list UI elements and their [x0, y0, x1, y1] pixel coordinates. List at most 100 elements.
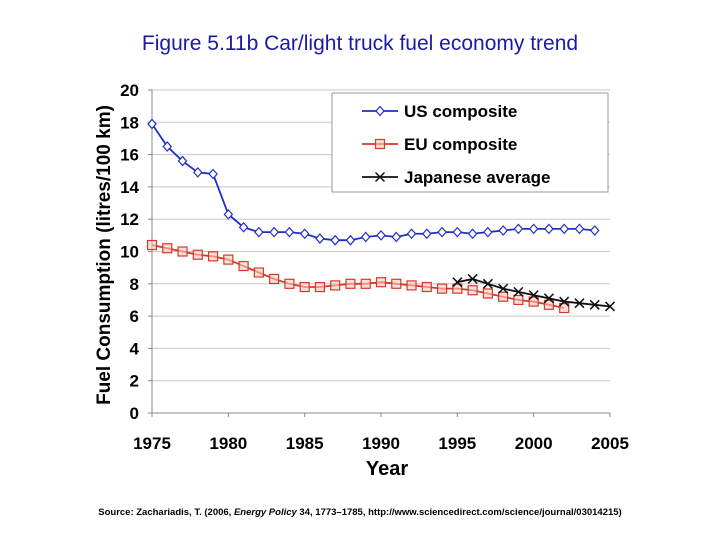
chart-title: Figure 5.11b Car/light truck fuel econom… [141, 32, 579, 55]
y-tick-label-0: 0 [130, 404, 139, 423]
point-eu-composite-1983 [269, 273, 280, 285]
point-eu-composite-2000 [528, 296, 539, 307]
point-japanese-average-2000 [528, 290, 539, 301]
x-tick-label-1990: 1990 [362, 434, 400, 453]
legend-item-us-composite: US composite [362, 102, 517, 121]
legend-swatch-marker [375, 105, 385, 117]
legend-label-japanese-average: Japanese average [404, 168, 551, 187]
point-eu-composite-1978 [192, 249, 203, 260]
y-tick-label-4: 4 [130, 339, 140, 358]
y-tick-label-18: 18 [120, 113, 139, 132]
axis-labels: Year Fuel Consumption (litres/100 km) [94, 105, 408, 480]
x-tick-label-1995: 1995 [438, 434, 476, 453]
point-us-composite-1991 [391, 231, 402, 243]
legend: US composite EU composite Japanese average [331, 92, 609, 193]
series-japanese-average [452, 273, 616, 312]
x-tick-label-1980: 1980 [209, 434, 247, 453]
legend-item-eu-composite: EU composite [362, 135, 517, 154]
point-eu-composite-1994 [436, 283, 448, 294]
point-japanese-average-2001 [543, 293, 554, 304]
source-text-post: 34, 1773–1785, http://www.sciencedirect.… [296, 507, 622, 518]
point-japanese-average-1998 [498, 283, 509, 294]
point-eu-composite-1990 [375, 277, 387, 288]
chart: 0 2 4 6 8 10 12 14 16 18 20 1975 1980 1985 1990 1995 200… [94, 81, 629, 480]
source-text-pre: Source: Zachariadis, T. (2006, [98, 507, 234, 518]
point-us-composite-2004 [589, 225, 600, 236]
y-tick-label-8: 8 [130, 275, 139, 294]
x-tick-label-2000: 2000 [515, 434, 553, 453]
point-japanese-average-1997 [482, 278, 493, 289]
point-eu-composite-1988 [345, 278, 356, 289]
point-eu-composite-1976 [162, 243, 173, 254]
point-us-composite-1996 [467, 228, 478, 240]
point-us-composite-1981 [238, 221, 249, 233]
point-eu-composite-1987 [330, 280, 341, 291]
point-eu-composite-1995 [452, 283, 463, 294]
point-eu-composite-1989 [360, 278, 371, 289]
axes: 0 2 4 6 8 10 12 14 16 18 20 1975 1980 1985 1990 1995 200… [120, 81, 629, 453]
point-us-composite-1985 [299, 228, 310, 240]
point-us-composite-1983 [269, 226, 279, 238]
point-eu-composite-1980 [223, 254, 234, 265]
point-us-composite-1988 [345, 234, 356, 246]
point-eu-composite-1984 [284, 278, 295, 289]
point-us-composite-1987 [330, 234, 341, 246]
point-eu-composite-1998 [498, 291, 509, 302]
x-tick-label-2005: 2005 [591, 434, 629, 453]
point-us-composite-1984 [284, 226, 295, 238]
series-eu-composite [146, 239, 570, 314]
x-tick-label-1975: 1975 [133, 434, 171, 453]
point-us-composite-1998 [498, 225, 508, 236]
point-japanese-average-2004 [589, 299, 600, 310]
point-us-composite-2003 [574, 223, 585, 235]
x-tick-label-1985: 1985 [286, 434, 324, 453]
point-eu-composite-2001 [543, 299, 555, 310]
series-us-composite [147, 118, 600, 246]
y-tick-label-2: 2 [130, 372, 139, 391]
point-us-composite-1993 [421, 228, 432, 240]
point-us-composite-1979 [208, 168, 218, 180]
point-us-composite-1999 [513, 223, 524, 235]
y-tick-label-6: 6 [130, 307, 139, 326]
point-eu-composite-1982 [253, 267, 264, 278]
point-us-composite-1976 [162, 141, 173, 152]
source-citation: Source: Zachariadis, T. (2006, Energy Po… [0, 507, 720, 518]
point-japanese-average-1999 [513, 286, 524, 297]
series-line-eu-composite [151, 244, 565, 309]
legend-item-japanese-average: Japanese average [362, 168, 551, 187]
point-us-composite-1994 [437, 226, 447, 238]
x-axis-title: Year [366, 458, 408, 480]
point-eu-composite-1975 [146, 239, 158, 251]
legend-label-us-composite: US composite [404, 102, 517, 121]
point-eu-composite-1993 [421, 281, 432, 293]
y-tick-label-10: 10 [120, 243, 139, 262]
point-eu-composite-1997 [482, 288, 493, 299]
point-eu-composite-1979 [207, 251, 219, 262]
legend-label-eu-composite: EU composite [404, 135, 517, 154]
point-japanese-average-1996 [467, 273, 478, 284]
legend-swatch-marker [374, 138, 386, 150]
y-tick-label-16: 16 [120, 146, 139, 165]
point-eu-composite-1999 [513, 294, 524, 306]
y-tick-label-20: 20 [120, 81, 139, 100]
source-journal: Energy Policy [233, 507, 297, 518]
point-japanese-average-2003 [574, 298, 585, 309]
point-japanese-average-2002 [559, 296, 570, 307]
y-tick-label-12: 12 [120, 210, 139, 229]
point-us-composite-1986 [315, 233, 325, 244]
point-eu-composite-1985 [299, 281, 310, 293]
point-eu-composite-2002 [559, 302, 570, 314]
point-us-composite-1990 [376, 229, 386, 241]
y-tick-label-14: 14 [120, 178, 139, 197]
series-layer [146, 118, 616, 314]
point-us-composite-2000 [528, 223, 539, 235]
point-eu-composite-1981 [238, 260, 249, 272]
point-us-composite-1980 [223, 208, 234, 220]
point-us-composite-1992 [406, 228, 417, 240]
point-us-composite-1997 [483, 226, 493, 238]
point-us-composite-1975 [147, 118, 157, 130]
point-eu-composite-1992 [406, 280, 417, 291]
point-eu-composite-1991 [391, 278, 402, 289]
legend-swatch-marker [374, 171, 386, 183]
point-us-composite-1989 [360, 231, 371, 243]
